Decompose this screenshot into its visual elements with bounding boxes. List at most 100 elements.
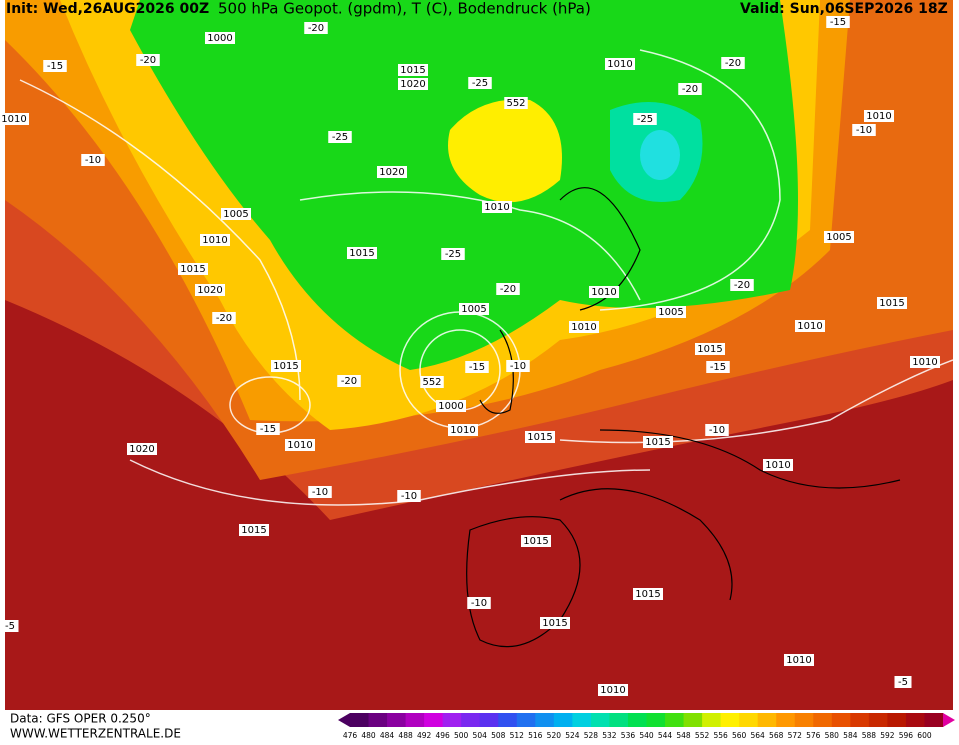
isobar-label: 1010 [484,202,509,213]
isobar-label: 1015 [527,432,552,443]
isobar-label: 1015 [697,344,722,355]
init-time: Init: Wed,26AUG2026 00Z [6,1,209,17]
label-box [589,286,619,298]
data-source: Data: GFS OPER 0.250° [10,712,151,726]
isobar-label: -10 [401,491,417,502]
label-box [178,263,208,275]
colorbar-label: 544 [658,731,673,740]
colorbar-label: 552 [695,731,710,740]
colorbar-swatch [739,713,759,727]
colorbar-label: 528 [584,731,599,740]
label-box [420,376,444,388]
label-box [569,321,599,333]
colorbar-swatch [683,713,703,727]
colorbar-label: 560 [732,731,747,740]
label-box [459,303,489,315]
isobar-label: -10 [510,361,526,372]
label-box [239,524,269,536]
isobar-label: 1005 [658,307,683,318]
label-box [705,424,729,436]
isobar-label: -25 [637,114,653,125]
label-box [504,97,528,109]
colorbar-swatch [776,713,796,727]
isobar-label: -10 [85,155,101,166]
isobar-label: 1015 [180,264,205,275]
colorbar-label: 576 [806,731,821,740]
isobar-label: 1010 [450,425,475,436]
isobar-label: -25 [472,78,488,89]
colorbar-swatch [850,713,870,727]
isobar-label: -20 [341,376,357,387]
colorbar-swatch [590,713,610,727]
label-box [763,459,793,471]
label-box [633,113,657,125]
isobar-label: 1005 [223,209,248,220]
label-box [337,375,361,387]
colorbar-label: 504 [473,731,488,740]
label-box [127,443,157,455]
isobar-label: 1015 [523,536,548,547]
isobar-label: -20 [500,284,516,295]
colorbar-swatch [442,713,462,727]
label-box [482,201,512,213]
label-box [398,78,428,90]
label-box [467,597,491,609]
label-box [496,283,520,295]
colorbar-swatch [609,713,629,727]
isobar-label: 1015 [400,65,425,76]
isobar-label: 1010 [607,59,632,70]
label-box [730,279,754,291]
isobar-label: 1010 [571,322,596,333]
isobar-label: 1005 [461,304,486,315]
colorbar-label: 540 [639,731,654,740]
colorbar-label: 532 [602,731,617,740]
isobar-labels: 1000 1015 1020 1010 -20 -20 -15 -25 552 -25 -25 -20… [0,16,940,696]
isobar-label: 1015 [879,298,904,309]
valid-time: Valid: Sun,06SEP2026 18Z [740,1,948,17]
colorbar-swatch [646,713,666,727]
colorbar-label: 480 [361,731,376,740]
isobar-label: 1020 [129,444,154,455]
isobar-label: 1015 [349,248,374,259]
isobar-label: -20 [140,55,156,66]
isobar-label: 1010 [202,235,227,246]
colorbar-swatch [387,713,407,727]
colorbar-label: 508 [491,731,506,740]
isobar-label: 552 [422,377,441,388]
colorbar-label: 600 [917,731,932,740]
label-box [598,684,628,696]
isobar-label: -10 [312,487,328,498]
isobar-label: -15 [710,362,726,373]
isobar-label: -25 [445,249,461,260]
isobar-label: -25 [332,132,348,143]
label-box [656,306,686,318]
colorbar-end [338,713,350,727]
label-box [328,131,352,143]
colorbar-swatch [368,713,388,727]
colorbar-swatch [350,713,370,727]
label-box [864,110,894,122]
colorbar-label: 564 [751,731,766,740]
colorbar-label: 512 [510,731,525,740]
label-box [795,320,825,332]
label-box [877,297,907,309]
isobar-label: 1005 [826,232,851,243]
label-box [436,400,466,412]
isobar-label: 1020 [197,285,222,296]
label-box [256,423,280,435]
colorbar-label: 592 [880,731,895,740]
label-box [824,231,854,243]
label-box [195,284,225,296]
label-box [605,58,635,70]
colorbar-label: 500 [454,731,469,740]
label-box [200,234,230,246]
isobar-label: 1015 [273,361,298,372]
colorbar-label: 548 [676,731,691,740]
label-box [43,60,67,72]
colorbar-label: 572 [788,731,803,740]
colorbar-swatch [405,713,425,727]
isobar-label: -20 [308,23,324,34]
colorbar-label: 568 [769,731,784,740]
colorbar-swatch [757,713,777,727]
label-box [308,486,332,498]
